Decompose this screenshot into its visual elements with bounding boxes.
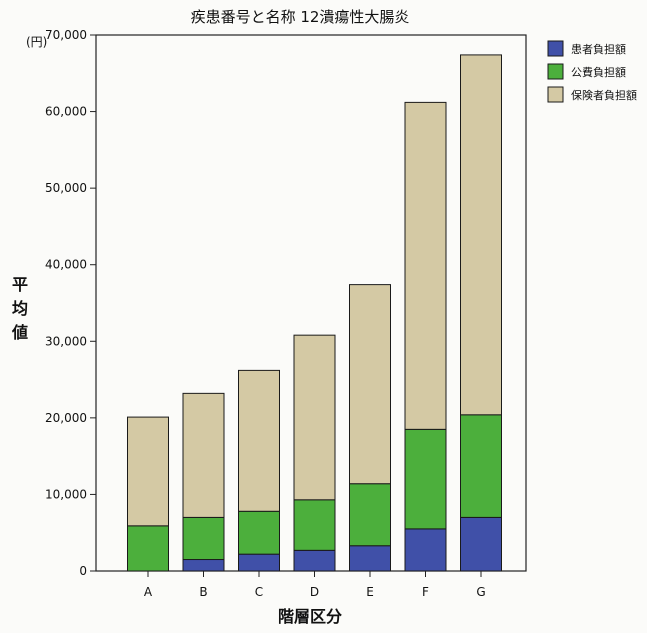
- legend-label: 患者負担額: [571, 42, 626, 56]
- x-tick-label: E: [366, 585, 374, 599]
- x-tick-label: D: [310, 585, 319, 599]
- bar-segment-G-1: [460, 414, 502, 518]
- bar-segment-G-0: [460, 516, 502, 572]
- x-tick-label: A: [144, 585, 153, 599]
- bar-area: [127, 54, 502, 572]
- bar-segment-D-1: [293, 499, 336, 551]
- y-tick-label: 60,000: [45, 105, 87, 119]
- x-axis: A B C D E F G: [144, 571, 486, 599]
- x-axis-label: 階層区分: [278, 607, 342, 626]
- bar-segment-C-2: [238, 369, 280, 512]
- legend-swatch: [547, 40, 564, 57]
- bar-segment-F-1: [404, 428, 447, 530]
- legend-label: 公費負担額: [571, 65, 626, 79]
- bar-segment-E-0: [349, 545, 391, 572]
- y-tick-label: 0: [79, 564, 87, 578]
- bar-segment-D-2: [293, 334, 336, 501]
- bar-segment-F-0: [404, 528, 447, 572]
- bar-segment-B-2: [182, 392, 225, 518]
- y-tick-label: 50,000: [45, 181, 87, 195]
- y-tick-label: 70,000: [45, 28, 87, 42]
- x-tick-label: B: [199, 585, 207, 599]
- y-tick-label: 10,000: [45, 487, 87, 501]
- bar-segment-F-2: [404, 101, 447, 430]
- y-tick-label: 20,000: [45, 411, 87, 425]
- bar-segment-G-2: [460, 54, 502, 416]
- y-tick-label: 40,000: [45, 258, 87, 272]
- x-tick-label: G: [476, 585, 485, 599]
- legend-label: 保険者負担額: [571, 88, 637, 102]
- y-unit-label: (円): [26, 35, 47, 49]
- legend-swatch: [547, 86, 564, 103]
- bar-segment-C-1: [238, 510, 280, 555]
- x-tick-label: F: [422, 585, 429, 599]
- legend-swatch: [547, 63, 564, 80]
- y-axis-label: 平均値: [11, 275, 28, 342]
- bar-segment-D-0: [293, 549, 336, 572]
- bar-segment-A-1: [127, 525, 169, 572]
- bar-segment-A-2: [127, 416, 169, 527]
- y-tick-label: 30,000: [45, 334, 87, 348]
- bar-segment-B-1: [182, 516, 225, 561]
- bar-segment-E-1: [349, 483, 391, 547]
- x-tick-label: C: [255, 585, 263, 599]
- chart-title: 疾患番号と名称 12潰瘍性大腸炎: [191, 8, 410, 26]
- bar-segment-B-0: [182, 559, 225, 572]
- y-axis: 0 10,000 20,000 30,000 40,000 50,000 60,000 70,…: [45, 28, 96, 578]
- bar-segment-E-2: [349, 284, 391, 485]
- bar-segment-C-0: [238, 553, 280, 572]
